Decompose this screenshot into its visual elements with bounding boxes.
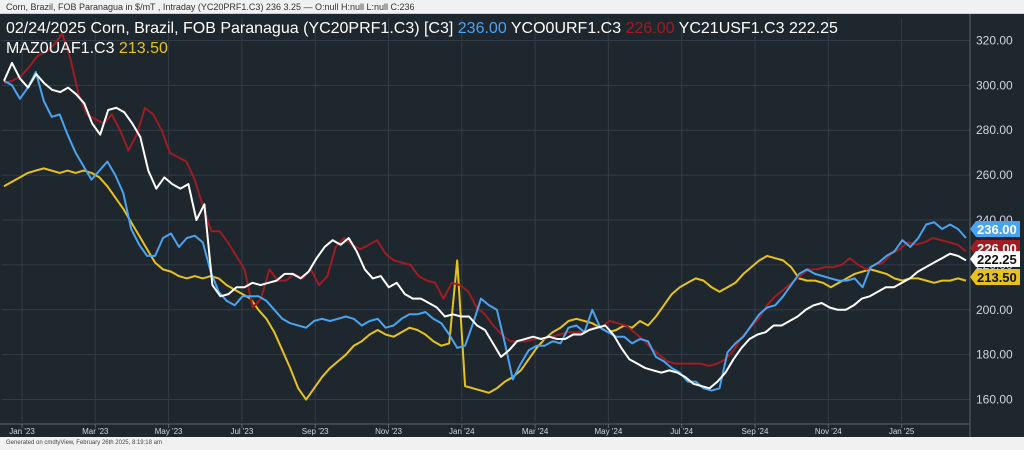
x-tick-label: Jul '23 [230,427,253,436]
value-badge-text: 222.25 [977,252,1017,267]
y-tick-label: 180.00 [976,348,1013,362]
series-line-yc21usf1-c3 [3,61,967,390]
legend-value-maz0uaf1: 213.50 [119,40,168,57]
series-line-maz0uaf1-c3 [3,167,967,401]
series-line-yco0urf1-c3 [3,32,967,367]
legend-value-yco0urf1: 226.00 [626,20,679,37]
chart-info-bar: Corn, Brazil, FOB Paranagua in $/mT , In… [0,0,1024,14]
chart-series [3,32,967,401]
chart-frame: 160.00180.00200.00220.00240.00260.00280.… [0,14,1024,437]
x-tick-label: Mar '24 [522,427,549,436]
y-tick-label: 320.00 [976,33,1013,47]
series-line-yc20prf1-c3 [3,70,967,392]
y-tick-label: 300.00 [976,78,1013,92]
footer-text: Generated on cmdtyView, February 26th 20… [6,440,162,446]
legend-line-1: 02/24/2025 Corn, Brazil, FOB Paranagua (… [6,20,838,37]
chart-grid [2,18,970,422]
x-axis: Jan '23 Mar '23 May '23 Jul '23 Sep '23 Nov '… [0,423,970,436]
chart-info-text: Corn, Brazil, FOB Paranagua in $/mT , In… [6,2,415,12]
y-axis: 160.00180.00200.00220.00240.00260.00280.… [969,14,1013,437]
footer-note: Generated on cmdtyView, February 26th 20… [0,437,1024,450]
value-badge-text: 213.50 [977,270,1017,285]
legend-title: 02/24/2025 Corn, Brazil, FOB Paranagua (… [6,20,458,37]
x-tick-label: Nov '24 [815,427,842,436]
x-tick-label: Mar '23 [82,427,109,436]
legend-value-yc20prf1: 236.00 [458,20,511,37]
x-tick-label: Nov '23 [375,427,402,436]
x-tick-label: Sep '23 [302,427,329,436]
legend-name-maz0uaf1: MAZ0UAF1.C3 [6,40,119,57]
y-tick-label: 160.00 [976,393,1013,407]
chart-legend: 02/24/2025 Corn, Brazil, FOB Paranagua (… [6,20,838,57]
value-badge-maz0uaf1-c3: 213.50 [970,269,1020,285]
value-badge-bg [970,251,1020,267]
value-badge-bg [970,221,1020,237]
x-tick-label: Jan '25 [889,427,915,436]
legend-value-yc21usf1: 222.25 [789,20,838,37]
legend-name-yco0urf1: YCO0URF1.C3 [511,20,626,37]
legend-name-yc21usf1: YC21USF1.C3 [679,20,789,37]
value-badge-text: 236.00 [977,222,1017,237]
x-tick-label: May '23 [155,427,183,436]
y-tick-label: 280.00 [976,123,1013,137]
x-tick-label: Jan '23 [9,427,35,436]
x-tick-label: Sep '24 [742,427,769,436]
y-tick-label: 260.00 [976,168,1013,182]
y-tick-label: 200.00 [976,303,1013,317]
value-badge-yc20prf1-c3: 236.00 [970,221,1020,237]
legend-line-2: MAZ0UAF1.C3 213.50 [6,40,168,57]
x-tick-label: Jul '24 [670,427,693,436]
value-badge-yc21usf1-c3: 222.25 [970,251,1020,267]
value-badge-bg [970,269,1020,285]
x-tick-label: May '24 [595,427,623,436]
price-chart[interactable]: 160.00180.00200.00220.00240.00260.00280.… [0,14,1024,437]
x-tick-label: Jan '24 [449,427,475,436]
